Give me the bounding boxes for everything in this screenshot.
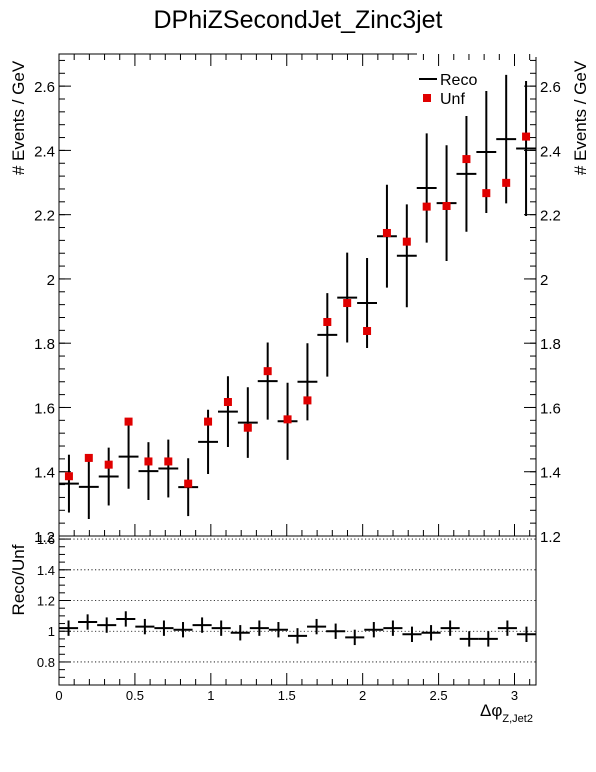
- unf-point: [164, 457, 173, 466]
- y-tick-label-right: 1.2: [540, 529, 561, 546]
- y-tick-label-left: 1.4: [34, 465, 55, 482]
- legend-box-edge: [417, 47, 539, 57]
- x-tick-label: 1.5: [278, 688, 296, 703]
- x-tick-label: 3: [511, 688, 518, 703]
- unf-point: [184, 479, 193, 488]
- y-tick-label-left: 1.8: [34, 336, 55, 353]
- unf-series: [64, 132, 531, 488]
- unf-point: [303, 396, 312, 405]
- unf-point: [144, 457, 153, 466]
- unf-point: [243, 423, 252, 432]
- lower-ticks: 0.8 1 1.2 1.4 1.6 0 0.5 1 1.5 2 2.5 3: [37, 532, 531, 703]
- upper-panel: 1.2 1.2 1.4 1.4 1.6 1.6 1.8 1.8 2 2 2.2 2.2 2.4 2.4 2.…: [9, 47, 590, 546]
- ratio-y-tick-label: 1: [48, 624, 55, 639]
- y-tick-label-left: 2.4: [34, 143, 55, 160]
- unf-point: [402, 237, 411, 246]
- unf-point: [522, 132, 531, 141]
- unf-point: [502, 178, 511, 187]
- unf-point: [482, 189, 491, 198]
- lower-frame: [58, 535, 537, 686]
- chart-title: DPhiZSecondJet_Zinc3jet: [153, 6, 442, 34]
- lower-panel: 0.8 1 1.2 1.4 1.6 0 0.5 1 1.5 2 2.5 3 Reco/Unf ΔφZ,…: [9, 532, 537, 725]
- ratio-y-tick-label: 1.6: [37, 532, 55, 547]
- ratio-y-tick-label: 0.8: [37, 655, 55, 670]
- upper-ticks: 1.2 1.2 1.4 1.4 1.6 1.6 1.8 1.8 2 2 2.2 2.2 2.4 2.4 2.…: [34, 54, 561, 546]
- x-tick-label: 0.5: [126, 688, 144, 703]
- ratio-series: [59, 611, 536, 647]
- x-tick-label: 0: [55, 688, 62, 703]
- y-tick-label-right: 1.6: [540, 400, 561, 417]
- x-tick-label: 2: [359, 688, 366, 703]
- unf-point: [64, 472, 73, 481]
- x-tick-label: 2.5: [430, 688, 448, 703]
- unf-point: [283, 415, 292, 424]
- y-tick-label-right: 1.4: [540, 465, 561, 482]
- reco-series: [59, 74, 536, 519]
- y-tick-label-right: 2: [540, 272, 548, 289]
- x-axis-label-subscript: Z,Jet2: [502, 713, 533, 725]
- ratio-y-tick-label: 1.4: [37, 563, 55, 578]
- y-axis-label-right: # Events / GeV: [571, 60, 590, 175]
- unf-point: [382, 228, 391, 237]
- unf-point: [462, 155, 471, 164]
- unf-point: [442, 201, 451, 210]
- ratio-y-tick-label: 1.2: [37, 594, 55, 609]
- unf-point: [363, 326, 372, 335]
- unf-point: [422, 202, 431, 211]
- x-axis-label-symbol: Δφ: [480, 701, 502, 720]
- y-tick-label-right: 1.8: [540, 336, 561, 353]
- x-axis-label: ΔφZ,Jet2: [480, 701, 533, 725]
- y-tick-label-right: 2.6: [540, 79, 561, 96]
- ratio-axis-label: Reco/Unf: [9, 544, 28, 615]
- y-axis-label-left: # Events / GeV: [9, 60, 28, 175]
- y-tick-label-left: 2: [47, 272, 55, 289]
- unf-point: [263, 367, 272, 376]
- legend: Reco Unf: [419, 72, 477, 108]
- unf-point: [323, 317, 332, 326]
- unf-point: [104, 460, 113, 469]
- y-tick-label-left: 1.6: [34, 400, 55, 417]
- unf-point: [204, 417, 213, 426]
- legend-unf-marker: [423, 94, 431, 102]
- y-tick-label-left: 2.2: [34, 208, 55, 225]
- upper-frame: [58, 53, 537, 537]
- unf-point: [84, 453, 93, 462]
- unf-point: [343, 299, 352, 308]
- y-tick-label-right: 2.4: [540, 143, 561, 160]
- legend-unf-label: Unf: [440, 91, 465, 108]
- legend-reco-label: Reco: [440, 72, 477, 89]
- y-tick-label-left: 1.2: [34, 529, 55, 546]
- unf-point: [223, 398, 232, 407]
- x-tick-label: 1: [207, 688, 214, 703]
- y-tick-label-left: 2.6: [34, 79, 55, 96]
- y-tick-label-right: 2.2: [540, 208, 561, 225]
- unf-point: [124, 417, 133, 426]
